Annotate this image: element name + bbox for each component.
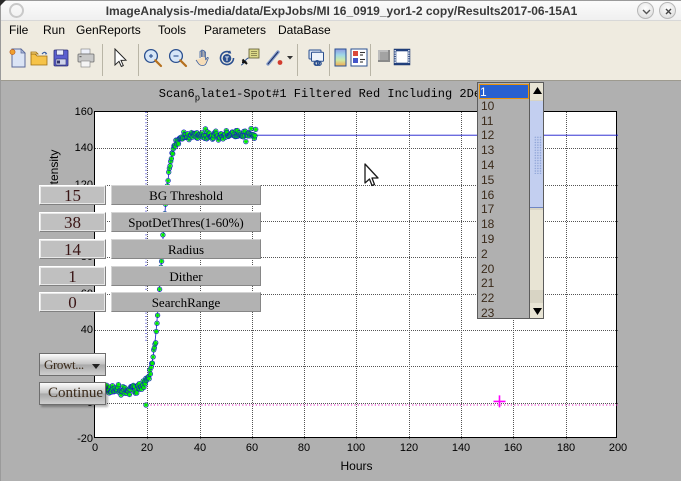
svg-text:T: T xyxy=(225,56,229,63)
